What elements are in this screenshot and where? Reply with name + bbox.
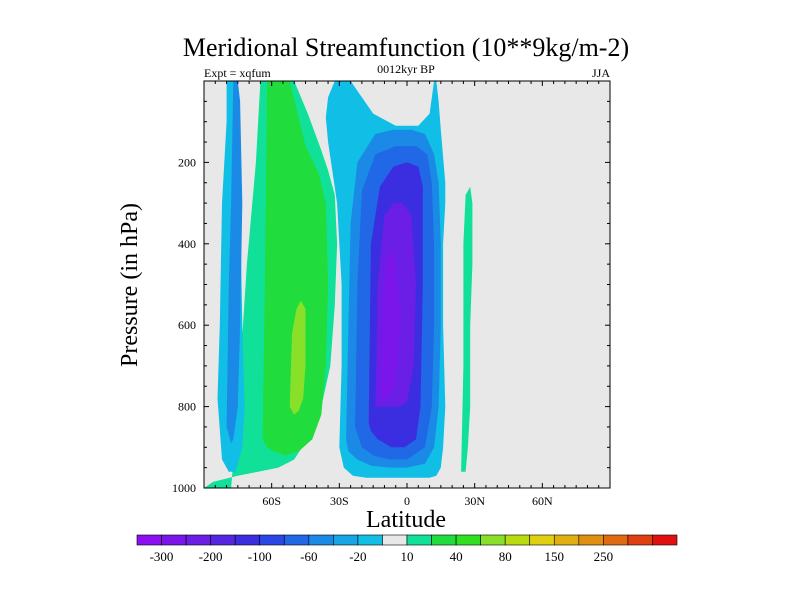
x-tick-label: 0 <box>404 494 410 508</box>
colorbar-swatch <box>357 534 383 546</box>
colorbar-swatch <box>210 534 236 546</box>
experiment-label: Expt = xqfum <box>204 66 271 80</box>
x-axis-label: Latitude <box>366 507 446 533</box>
colorbar-swatch <box>382 534 408 546</box>
colorbar-label: -100 <box>248 549 272 564</box>
contour-region-8 <box>226 81 243 444</box>
colorbar-swatch <box>259 534 285 546</box>
chart-title: Meridional Streamfunction (10**9kg/m-2) <box>183 33 629 62</box>
x-tick-label: 30S <box>330 494 349 508</box>
colorbar-label: -300 <box>150 549 174 564</box>
y-tick-label: 400 <box>178 237 196 251</box>
colorbar-swatch <box>455 534 481 546</box>
colorbar-swatch <box>136 534 162 546</box>
y-tick-label: 800 <box>178 400 196 414</box>
colorbar-label: -60 <box>300 549 317 564</box>
colorbar-swatch <box>431 534 457 546</box>
colorbar-swatch <box>553 534 580 546</box>
colorbar-swatch <box>406 534 432 546</box>
x-tick-label: 30N <box>464 494 485 508</box>
y-tick-label: 200 <box>178 155 196 169</box>
colorbar-swatch <box>333 534 359 546</box>
season-label: JJA <box>592 66 610 80</box>
colorbar-swatch <box>504 534 531 546</box>
colorbar-swatch <box>480 534 506 546</box>
x-axis: 60S 30S 0 30N 60N <box>214 81 600 508</box>
colorbar-swatch <box>603 534 629 546</box>
chart-subtitle: 0012kyr BP <box>377 62 435 76</box>
contour-region-2 <box>461 186 473 472</box>
colorbar-label: 40 <box>450 549 463 564</box>
colorbar-swatch <box>161 534 187 546</box>
colorbar-swatch <box>627 534 653 546</box>
colorbar-label: 250 <box>594 549 614 564</box>
contour-region-13 <box>379 251 401 399</box>
colorbar-label: 80 <box>499 549 512 564</box>
y-axis-label: Pressure (in hPa) <box>117 203 143 367</box>
y-tick-label: 1000 <box>172 481 196 495</box>
colorbar-swatch <box>185 534 211 546</box>
colorbar-swatch <box>234 534 261 546</box>
colorbar-label: 10 <box>401 549 414 564</box>
y-axis: 200 400 600 800 1000 <box>172 100 610 495</box>
contour-region-14 <box>262 81 329 456</box>
contour-fills <box>204 81 500 488</box>
colorbar: -300 -200 -100 -60 -20 10 40 80 150 250 <box>136 534 678 564</box>
colorbar-swatch <box>308 534 334 546</box>
colorbar-label: -200 <box>199 549 223 564</box>
x-tick-label: 60N <box>532 494 553 508</box>
x-tick-label: 60S <box>262 494 281 508</box>
colorbar-swatch <box>578 534 604 546</box>
y-tick-label: 600 <box>178 318 196 332</box>
contour-region-15 <box>289 300 306 415</box>
colorbar-swatch <box>652 534 678 546</box>
colorbar-label: 150 <box>545 549 565 564</box>
colorbar-swatch <box>529 534 555 546</box>
colorbar-label: -20 <box>349 549 366 564</box>
colorbar-swatch <box>283 534 310 546</box>
